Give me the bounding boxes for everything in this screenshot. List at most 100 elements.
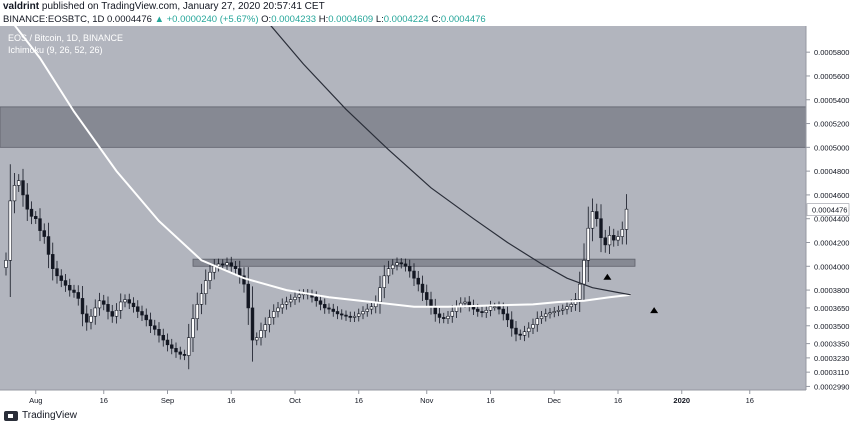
y-tick-label: 0.0005400 [814,96,849,105]
candle-body [280,304,284,309]
candle-body [378,287,382,303]
candle-body [365,308,369,312]
candle-body [522,331,527,336]
candle-body [548,312,552,315]
candle-body [238,268,242,277]
candle-body [284,301,289,305]
chart-legend-title: EOS / Bitcoin, 1D, BINANCE [8,33,123,43]
candle-body [527,327,531,333]
candle-body [493,306,497,309]
candle-body [624,208,629,230]
candle-body [191,318,195,338]
candle-body [259,330,263,338]
ohlc-line: BINANCE:EOSBTC, 1D 0.0004476 ▲ +0.000024… [3,14,486,25]
y-tick-label: 0.0003110 [814,368,849,377]
candle-body [518,333,522,336]
candle-body [51,254,55,269]
candle-body [327,307,331,310]
last-price-tag-bg [806,203,850,216]
candle-body [165,339,170,346]
candle-body [391,264,395,269]
candle-body [85,313,89,323]
high-value: 0.0004609 [328,14,374,25]
candle-body [161,334,165,341]
candle-body [34,216,38,220]
y-tick-label: 0.0003500 [814,322,849,331]
candle-body [408,265,412,272]
candle-body [476,308,480,312]
close-value: 0.0004476 [440,14,486,25]
publish-line: valdrint published on TradingView.com, J… [3,1,325,12]
candle-body [531,324,535,329]
y-tick-label: 0.0004800 [814,167,849,176]
tradingview-logo[interactable]: TradingView [4,410,77,421]
x-tick-label: Dec [548,396,562,405]
candle-body [267,317,272,325]
candle-body [12,185,17,202]
candle-body [510,319,514,329]
candle-body [46,236,51,255]
candle-body [38,218,42,231]
candle-body [42,230,46,237]
candle-body [467,301,471,306]
y-tick-label: 0.0004200 [814,238,849,247]
author-name: valdrint [3,1,40,12]
candle-body [344,314,348,317]
x-tick-label: 16 [100,396,108,405]
triangle-marker [650,307,659,314]
candle-body [484,310,488,313]
candle-body [544,313,548,317]
candle-body [586,227,590,261]
candle-body [182,354,187,356]
y-tick-label: 0.0005200 [814,120,849,129]
candle-body [21,180,25,196]
candle-body [204,280,208,294]
candle-body [403,263,408,267]
candle-body [153,325,157,330]
candle-body [221,263,225,266]
candle-body [225,262,229,266]
candle-body [106,304,110,312]
candle-body [216,263,221,267]
y-tick-label: 0.0003230 [814,354,849,363]
y-tick-label: 0.0004600 [814,191,849,200]
candle-body [76,292,80,299]
candle-body [497,306,501,310]
plot-background [0,26,806,390]
candle-body [4,260,8,268]
candle-body [361,311,365,315]
candle-body [8,200,12,261]
candle-body [17,180,21,186]
candle-body [25,194,29,210]
y-tick-label: 0.0003800 [814,286,849,295]
candle-body [552,311,556,313]
candle-body [599,218,603,239]
x-tick-label: 16 [486,396,494,405]
candle-body [174,348,178,353]
candle-body [297,294,301,298]
candle-body [382,275,386,288]
candle-body [208,271,212,281]
candle-body [250,307,255,341]
candle-body [463,301,467,304]
candle-body [314,296,318,302]
candle-body [556,310,561,312]
candle-body [68,285,72,291]
candle-body [55,268,59,277]
candle-body [501,308,505,315]
price-chart[interactable]: EOS / Bitcoin, 1D, BINANCE Ichimoku (9, … [0,26,850,410]
candle-body [514,327,518,335]
candle-body [89,315,93,323]
publish-info: published on TradingView.com, January 27… [41,1,325,12]
chart-legend-indicator: Ichimoku (9, 26, 52, 26) [8,45,103,55]
candle-body [340,313,344,316]
x-tick-label: 16 [227,396,235,405]
candle-body [72,289,76,293]
candle-body [565,306,569,310]
candle-body [272,311,276,318]
candle-body [433,306,437,315]
candle-body [607,235,612,246]
candle-body [535,318,539,325]
candle-body [395,262,399,266]
tradingview-icon [4,410,18,421]
